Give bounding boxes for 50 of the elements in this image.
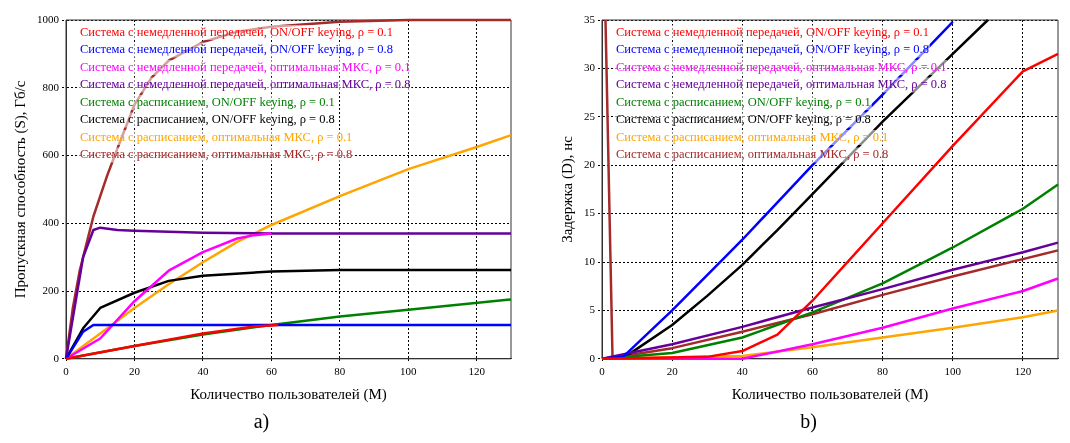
text: Система с немедленной передачей, оптимальная МКС, ρ = 0.1 xyxy=(616,59,947,74)
y-tick-label: 35 xyxy=(584,12,596,25)
x-tick-label: 0 xyxy=(599,365,606,378)
text: Система с немедленной передачей, ON/OFF keying, ρ = 0.1 xyxy=(80,24,393,39)
text: Система с немедленной передачей, оптимальная МКС, ρ = 0.8 xyxy=(616,77,947,92)
y-axis-title: Пропускная способность (S), Гб/с xyxy=(11,80,29,299)
x-tick-label: 40 xyxy=(197,365,209,378)
text: Система с расписанием, ON/OFF keying, ρ = 0.8 xyxy=(80,112,335,127)
y-tick-label: 800 xyxy=(42,80,60,93)
series-label: Система с расписанием, оптимальная МКС, ρ = 0.8 xyxy=(616,147,889,162)
text: Система с расписанием, оптимальная МКС, ρ = 0.1 xyxy=(80,129,353,144)
y-tick-label: 600 xyxy=(42,148,60,161)
text: Система с немедленной передачей, ON/OFF keying, ρ = 0.1 xyxy=(616,24,929,39)
y-tick-label: 30 xyxy=(584,61,596,74)
series-label: Система с немедленной передачей, ON/OFF keying, ρ = 0.8 xyxy=(616,42,929,57)
x-axis-title: Количество пользователей (M) xyxy=(190,385,387,403)
x-tick-label: 100 xyxy=(400,365,418,378)
y-tick-label: 5 xyxy=(589,303,596,316)
y-tick-label: 0 xyxy=(589,351,596,364)
y-tick-label: 10 xyxy=(584,254,596,267)
y-tick-label: 1000 xyxy=(37,12,60,25)
x-tick-label: 20 xyxy=(128,365,141,378)
text: Система с расписанием, оптимальная МКС, ρ = 0.1 xyxy=(616,129,889,144)
x-tick-label: 80 xyxy=(877,365,889,378)
text: Система с расписанием, ON/OFF keying, ρ = 0.1 xyxy=(80,94,335,109)
x-tick-label: 80 xyxy=(334,365,346,378)
x-tick-label: 60 xyxy=(806,365,819,378)
x-tick-label: 120 xyxy=(468,365,486,378)
text: a) xyxy=(253,410,270,433)
x-tick-label: 20 xyxy=(666,365,679,378)
y-axis-title: Задержка (D), нс xyxy=(558,135,576,243)
y-tick-label: 15 xyxy=(584,206,596,219)
x-tick-label: 120 xyxy=(1014,365,1032,378)
text: b) xyxy=(800,410,817,433)
y-tick-label: 400 xyxy=(42,216,60,229)
y-tick-label: 0 xyxy=(53,351,60,364)
x-tick-label: 100 xyxy=(944,365,962,378)
x-axis-title: Количество пользователей (M) xyxy=(731,385,929,403)
text: Система с расписанием, оптимальная МКС, ρ = 0.8 xyxy=(80,147,353,162)
text: Система с расписанием, ON/OFF keying, ρ = 0.1 xyxy=(616,94,871,109)
x-tick-label: 0 xyxy=(63,365,70,378)
y-tick-label: 20 xyxy=(584,158,596,171)
x-tick-label: 60 xyxy=(265,365,278,378)
text: Система с немедленной передачей, оптимальная МКС, ρ = 0.1 xyxy=(80,59,411,74)
text: Система с немедленной передачей, оптимальная МКС, ρ = 0.8 xyxy=(80,77,411,92)
x-tick-label: 40 xyxy=(736,365,749,378)
y-tick-label: 200 xyxy=(42,283,60,296)
series-label: Система с расписанием, ON/OFF keying, ρ = 0.8 xyxy=(616,112,871,127)
text: Система с немедленной передачей, ON/OFF keying, ρ = 0.8 xyxy=(80,42,393,57)
y-tick-label: 25 xyxy=(584,109,596,122)
